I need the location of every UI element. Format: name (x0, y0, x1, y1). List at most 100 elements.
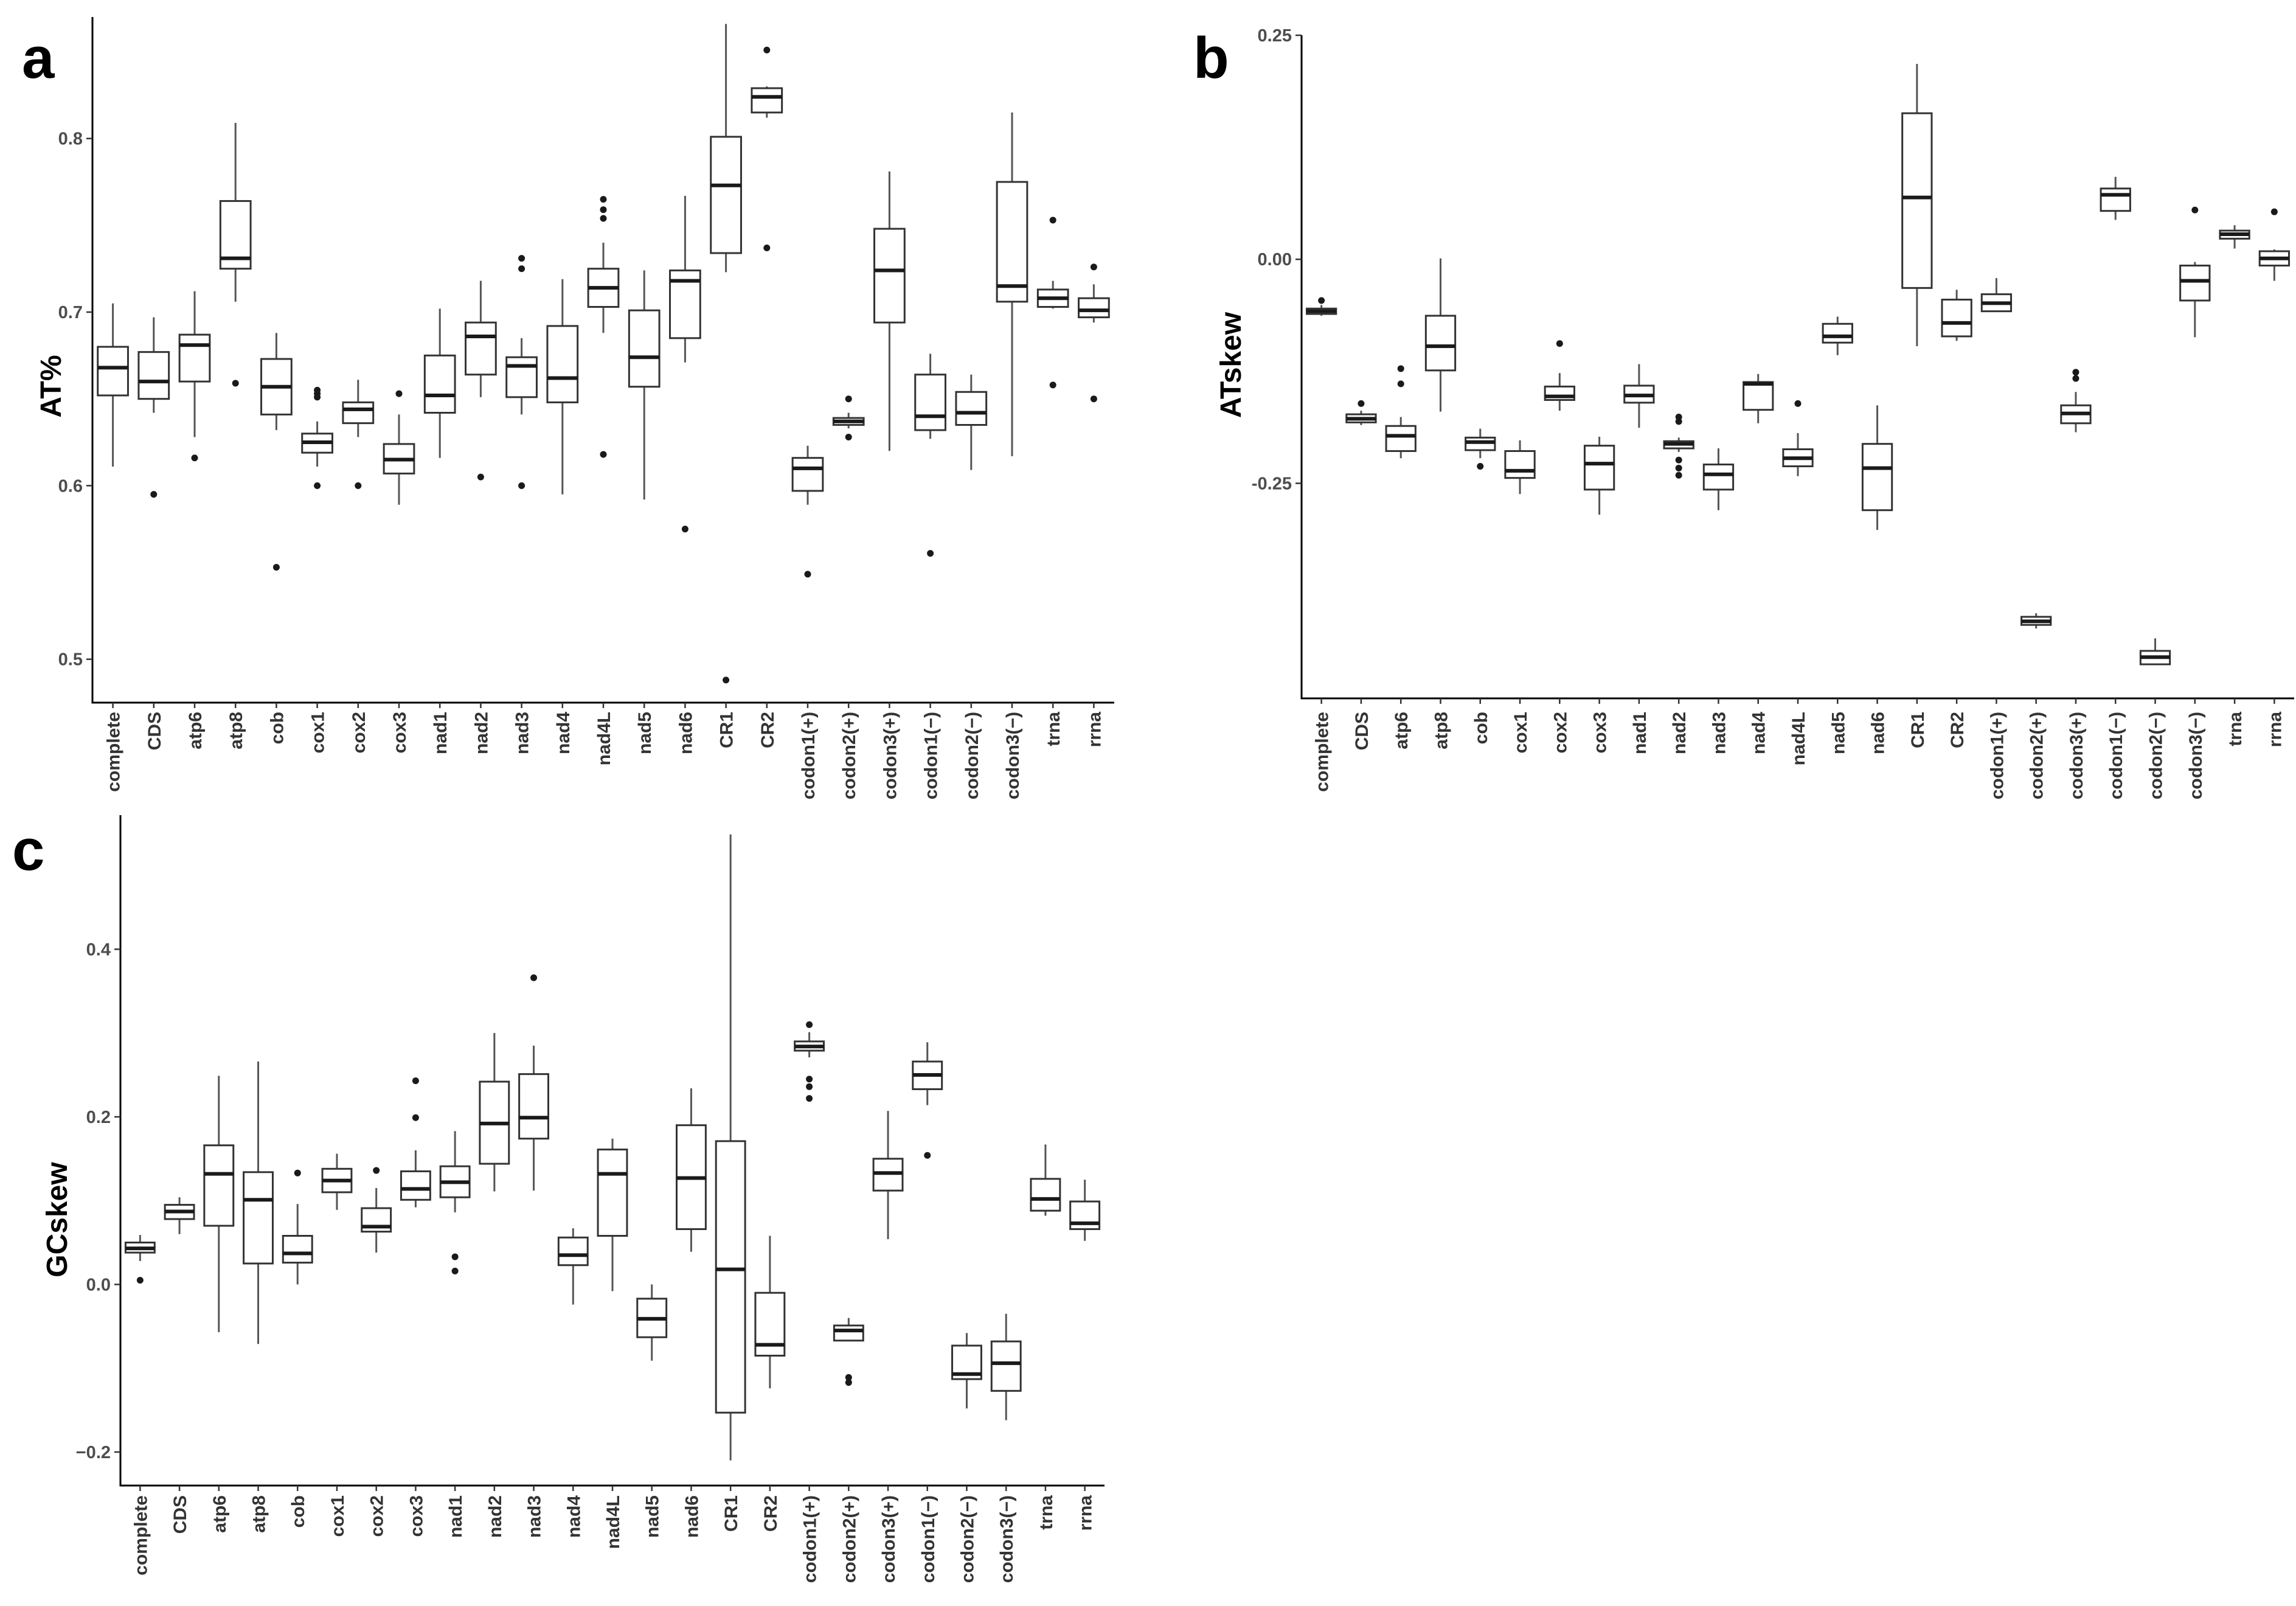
outlier-point (763, 46, 771, 54)
box-codon3(+) (2060, 369, 2092, 433)
x-tick-label: nad1 (446, 1495, 466, 1538)
x-tick-label: atp6 (210, 1495, 230, 1533)
x-tick-label: nad1 (431, 712, 451, 754)
box-codon2(−) (2139, 638, 2171, 666)
box-codon2(−) (951, 1333, 982, 1409)
outlier-point (314, 482, 321, 489)
y-tick-label: −0.2 (76, 1443, 111, 1462)
iqr-box (751, 87, 783, 114)
x-tick-label: codon3(+) (2067, 712, 2087, 799)
outlier-point (294, 1169, 301, 1177)
iqr-box (203, 1144, 235, 1227)
box-rrna (1069, 1180, 1101, 1241)
box-nad3 (505, 255, 538, 489)
iqr-box (342, 401, 375, 425)
outlier-point (600, 451, 607, 458)
outlier-point (314, 386, 321, 394)
iqr-box (1583, 445, 1615, 491)
box-CR2 (1941, 290, 1972, 341)
x-tick-label: nad4L (594, 712, 614, 765)
box-codon1(+) (1980, 278, 2013, 313)
x-tick-label: rrna (2265, 712, 2285, 748)
box-codon3(−) (990, 1313, 1022, 1420)
x-tick-label: CDS (145, 712, 165, 750)
box-nad5 (636, 1284, 668, 1361)
outlier-point (806, 1095, 813, 1102)
x-tick-label: CR2 (758, 712, 778, 748)
outlier-point (1675, 464, 1682, 471)
iqr-box (282, 1235, 313, 1264)
box-complete (97, 303, 129, 467)
box-cox2 (361, 1167, 392, 1253)
box-CDS (137, 317, 170, 498)
box-nad5 (1822, 316, 1853, 355)
box-nad6 (669, 195, 701, 533)
x-tick-label: CDS (170, 1495, 190, 1534)
x-tick-label: CR2 (1947, 712, 1968, 748)
x-tick-label: codon1(+) (799, 712, 819, 799)
box-atp6 (178, 291, 211, 462)
box-rrna (1078, 263, 1110, 403)
x-tick-label: codon2(+) (839, 712, 859, 799)
outlier-point (373, 1167, 380, 1174)
iqr-box (546, 325, 579, 403)
x-tick-label: atp6 (1392, 712, 1412, 749)
outlier-point (518, 265, 525, 273)
x-tick-label: trna (2225, 712, 2246, 746)
x-tick-label: rrna (1076, 1495, 1096, 1531)
x-tick-label: complete (104, 712, 124, 792)
box-nad2 (479, 1033, 510, 1192)
box-CR1 (710, 24, 742, 684)
x-tick-label: codon2(+) (839, 1495, 859, 1583)
x-tick-label: cob (1471, 712, 1491, 744)
outlier-point (232, 380, 239, 387)
box-nad1 (423, 308, 456, 458)
iqr-box (423, 354, 456, 414)
x-tick-label: atp8 (226, 712, 246, 749)
x-tick-label: cox2 (367, 1495, 387, 1537)
x-tick-label: cox1 (308, 712, 328, 753)
x-tick-label: cox2 (349, 712, 369, 753)
x-tick-label: codon1(+) (1987, 712, 2007, 799)
panel-a: a AT% 0.5 0.6 0.7 0.8 complete CDS atp6 atp8 cob… (22, 17, 1114, 799)
panel-letter-a: a (22, 26, 55, 91)
x-tick-label: trna (1044, 712, 1064, 746)
x-tick-label: codon2(−) (957, 1495, 977, 1583)
outlier-point (1090, 395, 1097, 403)
box-nad4 (546, 279, 579, 495)
outlier-point (1794, 400, 1802, 407)
box-cob (1465, 428, 1496, 470)
x-tick-label: nad6 (676, 712, 696, 754)
axes-c (119, 815, 1105, 1487)
box-codon1(−) (912, 1042, 943, 1159)
x-tick-label: nad4 (553, 712, 574, 754)
outlier-point (1358, 400, 1365, 407)
outlier-point (1318, 297, 1325, 304)
box-codon1(−) (914, 353, 946, 557)
x-tick-label: CR2 (761, 1495, 781, 1532)
outlier-point (395, 390, 403, 397)
x-tick-label: cox3 (1590, 712, 1611, 753)
x-tick-label: cox2 (1550, 712, 1570, 753)
x-tick-label: nad6 (1868, 712, 1888, 754)
iqr-box (400, 1170, 431, 1201)
x-tick-label: nad4L (1789, 712, 1809, 765)
outlier-point (845, 395, 852, 403)
iqr-box (465, 321, 497, 376)
y-tick-label: 0.7 (58, 303, 83, 322)
box-nad4L (587, 196, 620, 458)
outlier-point (451, 1253, 459, 1260)
outlier-point (845, 433, 852, 440)
x-tick-label: codon2(−) (962, 712, 982, 799)
box-nad4 (1743, 374, 1774, 423)
x-tick-label: codon1(−) (918, 1495, 938, 1583)
x-tick-label: cob (267, 712, 287, 744)
box-cob (282, 1169, 313, 1285)
outlier-point (723, 676, 730, 684)
box-CR1 (715, 834, 746, 1461)
box-cox1 (301, 386, 333, 489)
outlier-point (1675, 456, 1682, 464)
outlier-point (845, 1374, 852, 1381)
iqr-box (715, 1140, 746, 1414)
x-tick-label: codon3(+) (880, 712, 900, 799)
